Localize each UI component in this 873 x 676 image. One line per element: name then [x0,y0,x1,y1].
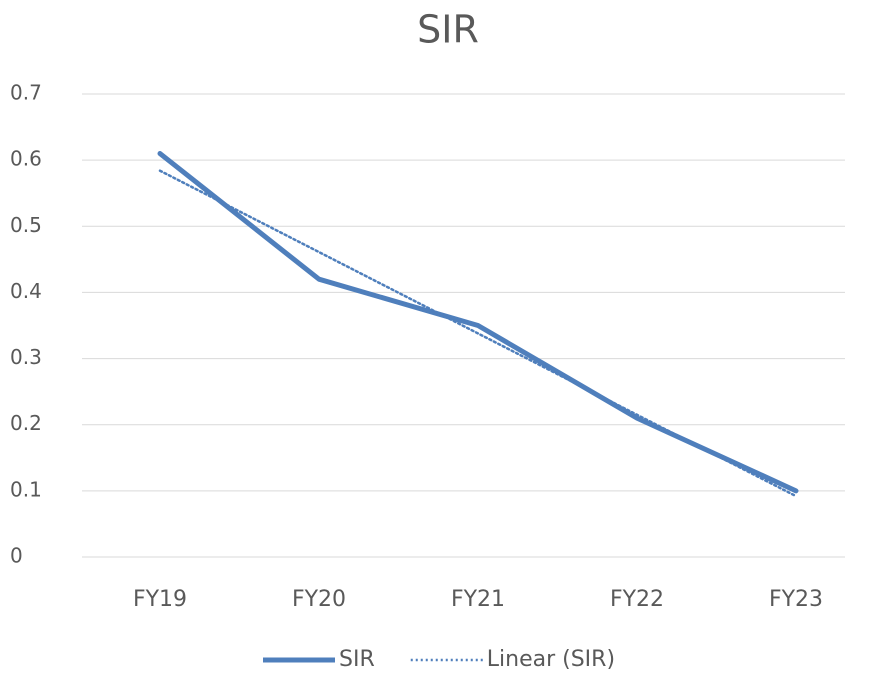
y-tick-label: 0.7 [10,81,42,105]
y-tick-label: 0.5 [10,213,42,237]
y-tick-label: 0.6 [10,147,42,171]
x-tick-label: FY20 [292,587,346,612]
x-tick-label: FY21 [451,587,505,612]
y-tick-label: 0.2 [10,411,42,435]
series-line [157,151,799,494]
y-tick-label: 0.3 [10,345,42,369]
chart-title: SIR [417,8,479,52]
y-tick-label: 0.4 [10,279,42,303]
legend-label: SIR [339,647,375,672]
x-tick-label: FY22 [610,587,664,612]
y-tick-label: 0.1 [10,477,42,501]
series-line [158,169,798,498]
x-tick-label: FY23 [769,587,823,612]
x-tick-label: FY19 [133,587,187,612]
y-tick-label: 0 [10,544,23,568]
legend-label: Linear (SIR) [487,647,615,672]
